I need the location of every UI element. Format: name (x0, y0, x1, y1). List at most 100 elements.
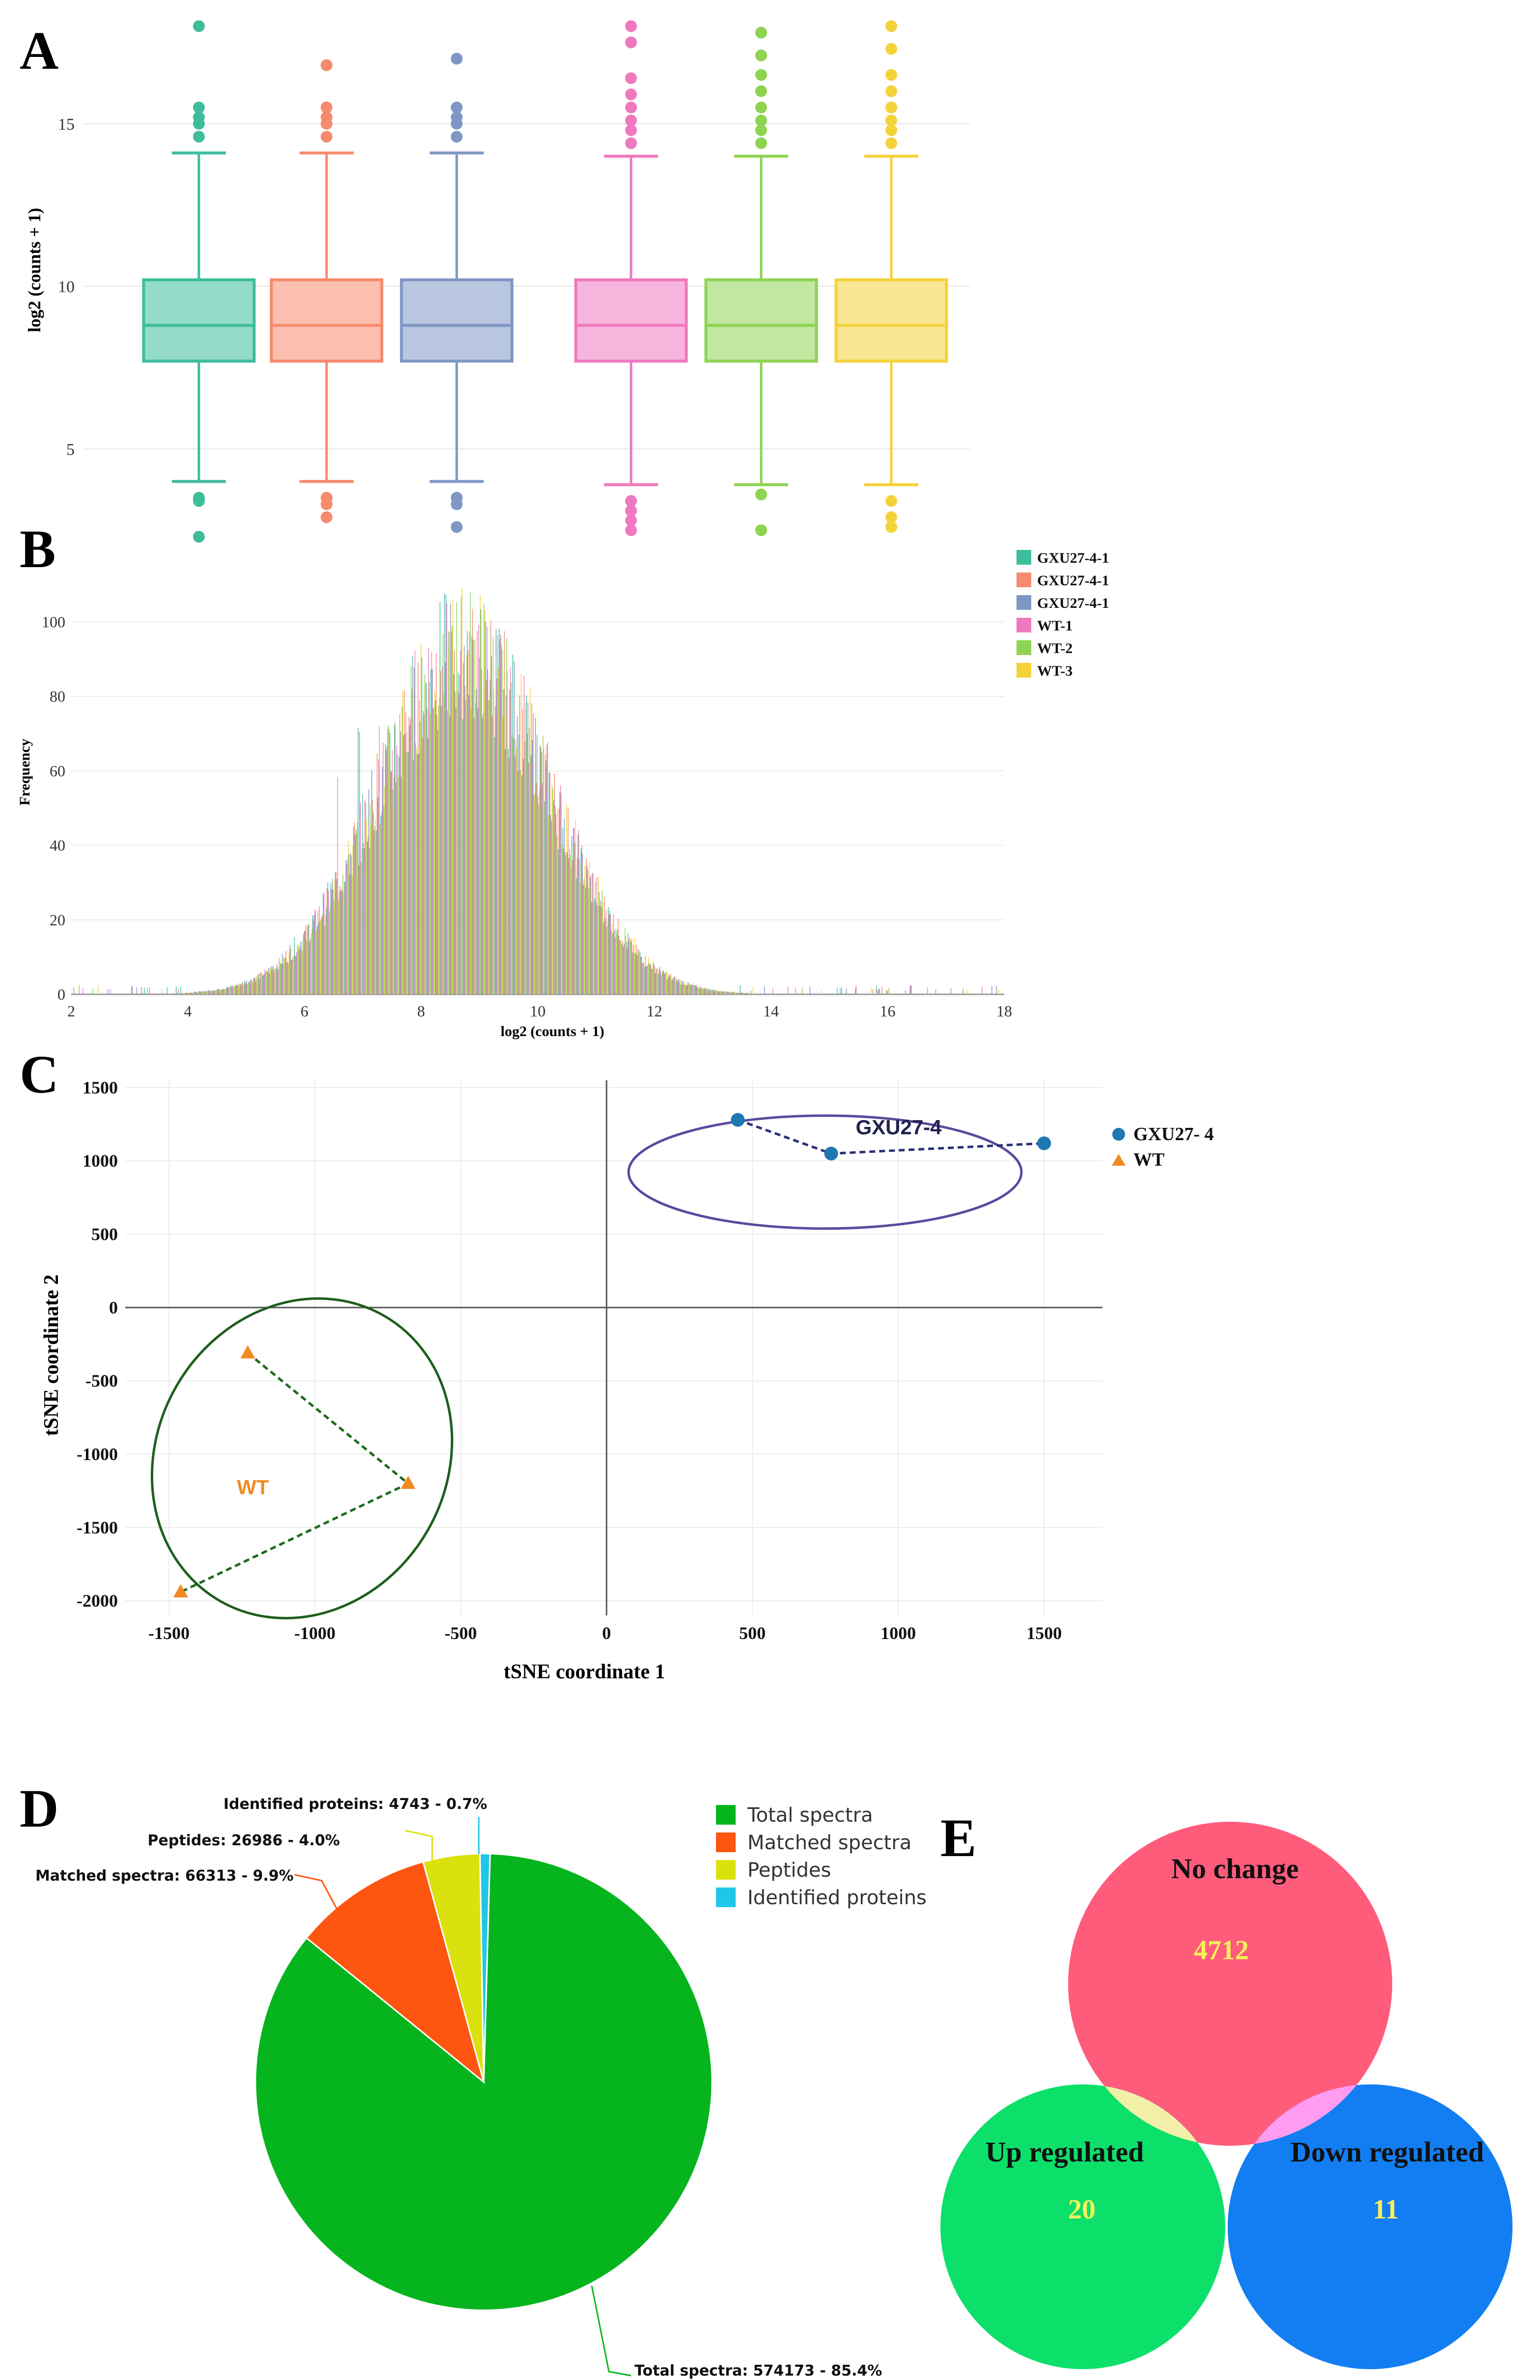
pie-legend-swatch (716, 1860, 736, 1880)
histogram-bar (598, 876, 599, 994)
histogram-bar (481, 669, 482, 994)
panel-c-tsne: -1500 -1000 -500 0 500 1000 1500 1500 1000 500 0 -5… (40, 1078, 1214, 1683)
pie-legend-label: Peptides (747, 1859, 831, 1882)
histogram-bar (590, 875, 591, 994)
histogram-bar (255, 981, 256, 994)
histogram-bars (73, 588, 999, 994)
histogram-bar (414, 651, 415, 994)
outlier-point (193, 531, 205, 543)
histogram-bar (497, 635, 498, 994)
legend: GXU27-4-1 GXU27-4-1 GXU27-4-1 WT-1 WT-2 WT-3 (1017, 550, 1109, 679)
histogram-bar (705, 988, 706, 994)
histogram-bar (280, 963, 281, 994)
legend-label-wt: WT (1133, 1149, 1164, 1170)
histogram-bar (534, 794, 535, 994)
histogram-bar (625, 936, 626, 994)
histogram-bar (569, 848, 570, 994)
histogram-bar (228, 987, 229, 994)
histogram-bar (291, 959, 292, 994)
histogram-bar (567, 852, 568, 994)
histogram-bar (438, 706, 439, 994)
histogram-bar (328, 890, 329, 994)
histogram-bar (450, 603, 451, 994)
pie-callout-line (591, 2285, 632, 2377)
histogram-bar (241, 985, 242, 994)
histogram-bar (305, 925, 306, 994)
histogram-bar (329, 911, 330, 994)
group-label-wt: WT (237, 1476, 269, 1499)
histogram-bar (730, 991, 731, 994)
group-ellipse-wt (151, 1297, 453, 1619)
histogram-bar (502, 716, 503, 994)
histogram-bar (572, 860, 573, 994)
y-tick-label: -2000 (77, 1591, 118, 1611)
histogram-bar (657, 967, 658, 994)
histogram-bar (364, 799, 365, 994)
histogram-bar (203, 991, 204, 994)
histogram-bar (537, 796, 538, 994)
scatter-point (401, 1476, 416, 1489)
histogram-bar (429, 682, 430, 994)
histogram-bar (277, 967, 278, 994)
histogram-bar (339, 891, 340, 994)
histogram-bar (444, 593, 445, 994)
histogram-bar (584, 866, 585, 994)
panel-letter-c: C (20, 1044, 58, 1104)
histogram-bar (620, 939, 621, 994)
histogram-bar (341, 890, 342, 994)
histogram-bar (340, 886, 341, 994)
histogram-bar (670, 976, 671, 994)
legend-swatch (1017, 550, 1031, 565)
pie-label-peptides: Peptides: 26986 - 4.0% (148, 1832, 340, 1849)
histogram-bar (238, 984, 239, 994)
histogram-bar (479, 657, 480, 994)
legend-swatch (1017, 595, 1031, 610)
histogram-bar (256, 976, 257, 994)
histogram-bar (362, 794, 363, 994)
histogram-bar (311, 929, 312, 994)
histogram-bar (559, 792, 560, 994)
outlier-point (885, 20, 897, 32)
outlier-point (755, 489, 767, 501)
histogram-bar (637, 949, 638, 994)
histogram-bar (226, 987, 227, 994)
histogram-bar (701, 988, 702, 994)
histogram-bar (690, 985, 691, 994)
histogram-bar (336, 879, 337, 994)
histogram-bar (723, 991, 724, 994)
histogram-bar (221, 989, 222, 994)
venn-label-nochange: No change (1171, 1853, 1298, 1885)
histogram-bar (680, 979, 681, 994)
panel-e-venn: No change Up regulated Down regulated 4712 2… (940, 1822, 1512, 2369)
y-tick-label: 20 (50, 911, 65, 929)
histogram-bar (662, 971, 663, 994)
histogram-bar (966, 989, 967, 994)
histogram-bar (286, 962, 287, 994)
panel-letter-b: B (20, 519, 55, 579)
pie-label-matched: Matched spectra: 66313 - 9.9% (35, 1867, 294, 1885)
y-tick-label: 10 (58, 278, 75, 296)
outlier-point (885, 69, 897, 81)
histogram-bar (472, 608, 473, 994)
histogram-bar (736, 992, 737, 994)
box-wt-2 (704, 27, 818, 536)
x-tick-label: 1500 (1026, 1623, 1062, 1643)
histogram-bar (517, 716, 518, 994)
histogram-bar (393, 776, 394, 994)
group-ellipse-gxu27 (627, 1114, 1023, 1230)
histogram-bar (563, 848, 564, 994)
histogram-bar (333, 900, 334, 994)
histogram-bar (577, 857, 578, 994)
histogram-bar (482, 717, 483, 994)
histogram-bar (325, 914, 326, 994)
histogram-bar (597, 905, 598, 994)
histogram-bar (698, 987, 699, 994)
histogram-bar (471, 636, 472, 994)
outlier-point (451, 53, 463, 65)
legend-swatch (1017, 573, 1031, 587)
outlier-point (321, 131, 332, 143)
histogram-bar (716, 990, 717, 994)
histogram-bar (503, 689, 504, 994)
histogram-bar (440, 671, 441, 994)
